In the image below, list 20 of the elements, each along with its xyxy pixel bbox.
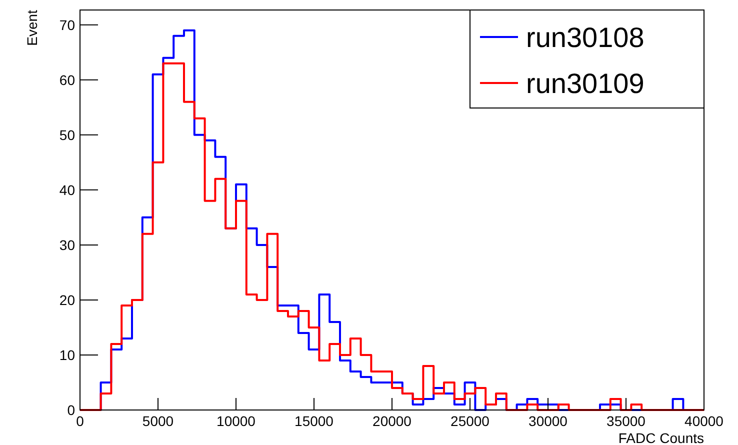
y-tick-label: 10 (59, 346, 76, 363)
legend-label: run30108 (526, 22, 644, 53)
y-tick-label: 40 (59, 182, 76, 198)
x-tick-label: 15000 (294, 413, 334, 429)
y-tick-label: 0 (67, 402, 76, 418)
x-tick-label: 30000 (528, 413, 568, 429)
x-tick-label: 25000 (450, 413, 490, 429)
y-tick-label: 50 (59, 126, 76, 143)
y-tick-label: 30 (59, 236, 76, 253)
x-axis-title: FADC Counts (618, 430, 704, 445)
x-tick-label: 10000 (216, 413, 256, 429)
x-tick-label: 5000 (142, 413, 174, 429)
x-tick-label: 40000 (684, 413, 724, 429)
y-tick-label: 70 (59, 16, 76, 33)
y-tick-label: 60 (59, 72, 76, 88)
y-axis-title: Event (24, 10, 40, 46)
x-tick-label: 35000 (606, 413, 646, 429)
legend-label: run30109 (526, 68, 644, 99)
x-tick-label: 20000 (372, 413, 412, 429)
y-tick-label: 20 (59, 292, 76, 308)
